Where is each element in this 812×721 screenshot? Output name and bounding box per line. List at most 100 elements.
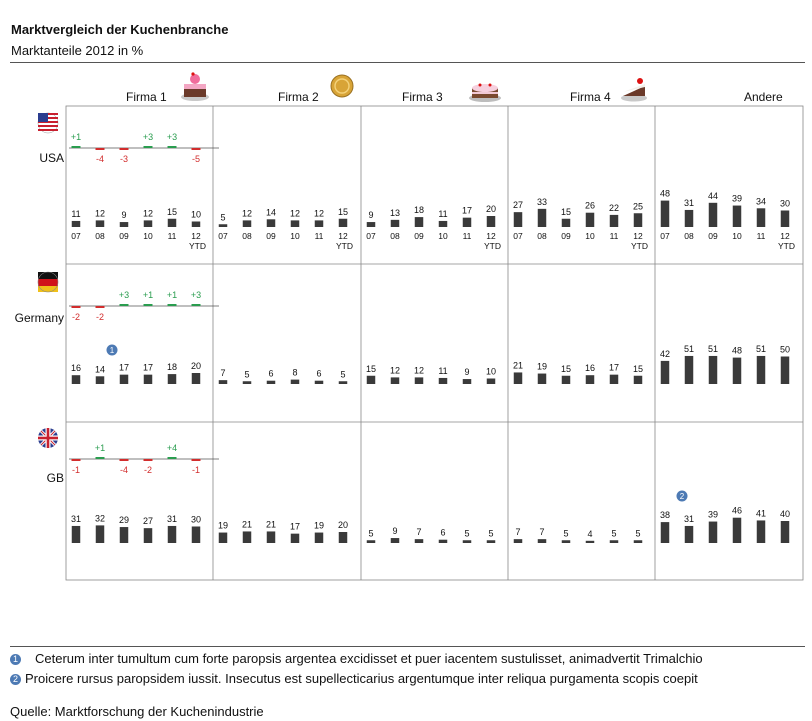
value-label: 11 — [71, 209, 80, 219]
value-label: 40 — [780, 509, 790, 519]
source-note: Quelle: Marktforschung der Kuchenindustr… — [10, 704, 264, 719]
bar-gb-firma-3-12 — [486, 540, 496, 543]
tick-label: 09 — [414, 231, 424, 241]
icons — [37, 72, 647, 448]
value-label: 5 — [635, 528, 640, 538]
delta-label: -5 — [192, 154, 200, 164]
bar-usa-firma-1-12 — [191, 221, 201, 227]
value-label: 39 — [732, 194, 742, 204]
bar-germany-firma-2-12 — [338, 381, 348, 384]
value-label: 16 — [585, 363, 595, 373]
footnote-text-1: Ceterum inter tumultum cum forte paropsi… — [35, 651, 703, 666]
delta-bar — [191, 459, 201, 461]
bar-gb-firma-1-08 — [95, 525, 105, 543]
value-label: 20 — [338, 520, 348, 530]
row-label-usa: USA — [39, 151, 64, 165]
tick-label: 10 — [143, 231, 153, 241]
tick-label-ytd: YTD — [484, 241, 501, 251]
note-marker-2: 2 — [676, 490, 688, 502]
value-label: 42 — [660, 349, 670, 359]
tick-label-ytd: YTD — [631, 241, 648, 251]
tick-label: 08 — [242, 231, 252, 241]
footnote-1: 1 Ceterum inter tumultum cum forte parops… — [10, 651, 703, 666]
delta-bar — [191, 148, 201, 150]
value-label: 33 — [537, 197, 547, 207]
value-label: 14 — [266, 207, 276, 217]
value-label: 10 — [191, 210, 201, 220]
value-label: 9 — [464, 367, 469, 377]
bar-usa-firma-1-08 — [95, 220, 105, 227]
svg-text:2: 2 — [680, 492, 685, 501]
delta-bar — [167, 457, 177, 459]
value-label: 50 — [780, 345, 790, 355]
bar-gb-firma-2-10 — [290, 533, 300, 543]
value-label: 41 — [756, 508, 766, 518]
bar-gb-andere-10 — [732, 517, 742, 543]
delta-label: +1 — [95, 443, 105, 453]
bar-germany-firma-4-07 — [513, 372, 523, 384]
tick-label: 07 — [218, 231, 228, 241]
value-label: 7 — [416, 527, 421, 537]
column-label-firma-3: Firma 3 — [402, 90, 443, 104]
value-label: 11 — [438, 209, 447, 219]
bar-germany-firma-4-12 — [633, 375, 643, 384]
footnote-marker-2: 2 — [10, 674, 21, 685]
value-label: 31 — [167, 514, 177, 524]
value-label: 12 — [314, 208, 324, 218]
tick-label: 10 — [290, 231, 300, 241]
value-label: 31 — [71, 514, 81, 524]
tick-label: 12 — [633, 231, 643, 241]
value-label: 5 — [563, 528, 568, 538]
value-label: 20 — [486, 204, 496, 214]
bar-gb-firma-4-09 — [561, 540, 571, 543]
delta-label: +1 — [167, 290, 177, 300]
value-label: 6 — [440, 528, 445, 538]
bar-usa-firma-2-10 — [290, 220, 300, 227]
value-label: 21 — [266, 519, 276, 529]
tick-label: 11 — [463, 231, 472, 241]
tick-label: 08 — [537, 231, 547, 241]
bar-usa-andere-07 — [660, 200, 670, 227]
bar-germany-firma-2-10 — [290, 379, 300, 384]
value-label: 6 — [268, 369, 273, 379]
value-label: 17 — [290, 522, 300, 532]
tick-label: 07 — [660, 231, 670, 241]
bar-gb-firma-4-11 — [609, 540, 619, 543]
bar-usa-firma-1-09 — [119, 222, 129, 227]
value-label: 48 — [660, 189, 670, 199]
value-label: 20 — [191, 361, 201, 371]
delta-label: -2 — [72, 312, 80, 322]
delta-bar — [143, 304, 153, 306]
footnote-2: 2 Proicere rursus paropsidem iussit. Inse… — [10, 671, 698, 686]
tick-label: 11 — [315, 231, 324, 241]
bar-germany-firma-1-10 — [143, 374, 153, 384]
tick-label: 12 — [780, 231, 790, 241]
pink-cake-icon — [181, 72, 209, 101]
bar-usa-firma-4-11 — [609, 214, 619, 227]
value-label: 5 — [488, 528, 493, 538]
bar-gb-firma-2-11 — [314, 532, 324, 543]
bar-gb-andere-12 — [780, 521, 790, 543]
footer-rule — [10, 646, 805, 647]
delta-bar — [95, 148, 105, 150]
bar-usa-firma-3-08 — [390, 219, 400, 227]
value-label: 15 — [338, 207, 348, 217]
delta-bar — [71, 459, 81, 461]
bar-germany-andere-11 — [756, 355, 766, 384]
delta-bar — [71, 146, 81, 148]
bar-germany-firma-3-10 — [438, 377, 448, 384]
bar-germany-firma-4-10 — [585, 375, 595, 384]
bar-germany-firma-2-07 — [218, 380, 228, 384]
value-label: 5 — [464, 528, 469, 538]
bar-usa-firma-4-08 — [537, 208, 547, 227]
value-label: 51 — [684, 344, 694, 354]
value-label: 38 — [660, 510, 670, 520]
value-label: 19 — [537, 362, 547, 372]
value-label: 12 — [414, 365, 424, 375]
bar-usa-firma-2-07 — [218, 224, 228, 227]
tick-label: 10 — [585, 231, 595, 241]
value-label: 19 — [314, 521, 324, 531]
value-label: 12 — [242, 208, 252, 218]
panel-grid — [65, 105, 804, 581]
tick-label-ytd: YTD — [336, 241, 353, 251]
